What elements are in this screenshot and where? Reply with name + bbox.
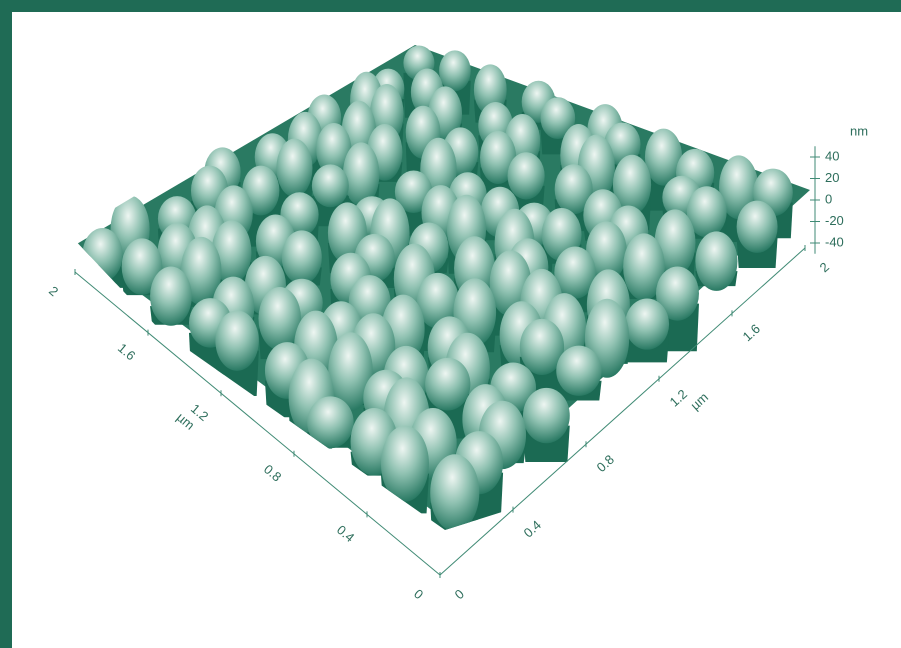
surface-bump — [150, 266, 192, 326]
surface-bump — [623, 233, 665, 301]
surface-bump — [695, 231, 738, 291]
surface-bump — [473, 64, 507, 115]
surface-bump — [654, 209, 696, 276]
tick-label: 0 — [411, 586, 426, 602]
surface-bump — [311, 164, 349, 208]
surface-bump — [644, 128, 683, 186]
surface-bump — [276, 138, 313, 198]
surface-bump — [430, 454, 480, 530]
surface-bump — [328, 332, 373, 411]
surface-bump — [121, 238, 163, 295]
axis-line — [439, 247, 806, 576]
tick-label: 0.8 — [594, 452, 617, 475]
tick-label: -40 — [825, 234, 844, 249]
tick-label: 2 — [46, 283, 61, 299]
surface-bump — [686, 186, 727, 238]
tick-label: 1.2 — [667, 386, 690, 409]
surface-bump — [215, 310, 259, 371]
axis-label: µm — [687, 390, 711, 413]
tick-label: 0 — [452, 586, 467, 602]
surface-bump — [82, 228, 123, 282]
surface-bump — [585, 221, 627, 282]
surface-bump — [540, 97, 576, 140]
axis-label: nm — [850, 124, 868, 139]
tick-label: 1.6 — [115, 340, 138, 363]
surface-bump — [258, 287, 302, 351]
surface-bump — [316, 122, 352, 177]
surface-bump — [522, 387, 570, 444]
tick-label: 1.6 — [740, 321, 763, 344]
tick-label: 2 — [817, 259, 832, 275]
surface-bump — [519, 318, 565, 375]
surface-bump — [556, 345, 602, 396]
surface-bump — [416, 272, 459, 329]
surface-bump — [507, 152, 545, 200]
surface-bump — [242, 165, 280, 216]
surface-bump — [425, 357, 471, 411]
tick-label: 0.4 — [521, 517, 544, 540]
surface-bump — [307, 396, 354, 449]
surface-bump — [554, 164, 593, 215]
tick-label: 0 — [825, 191, 832, 206]
surface-bump — [439, 50, 471, 92]
surface — [75, 45, 810, 530]
surface-bump — [736, 200, 778, 253]
surface-bump — [281, 230, 322, 285]
tick-label: 0.4 — [334, 522, 357, 545]
surface-bump — [479, 130, 517, 184]
tick-label: 20 — [825, 170, 839, 185]
tick-label: 40 — [825, 148, 839, 163]
tick-label: 0.8 — [261, 461, 284, 484]
surface-bump — [342, 142, 380, 207]
surface-bump — [554, 246, 596, 299]
surface-bump — [211, 220, 252, 284]
surface-bump — [655, 266, 699, 321]
tick-label: -20 — [825, 213, 844, 228]
surface-bump — [380, 425, 429, 502]
surface-bump — [625, 298, 670, 350]
axis-line — [74, 271, 441, 576]
surface-bump — [612, 154, 652, 215]
